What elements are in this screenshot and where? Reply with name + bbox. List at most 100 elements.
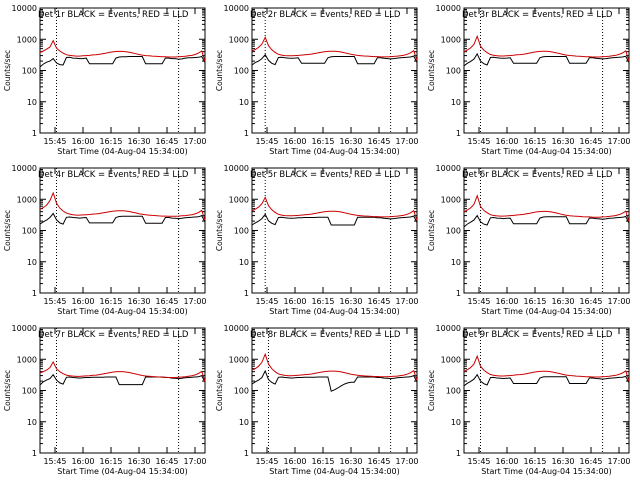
x-tick-label: 17:00 [607,297,630,306]
plot-frame [463,327,630,454]
series-lld-line [251,196,418,221]
chart-title: Det 2r BLACK = Events, RED = LLD [250,10,401,20]
y-tick-label: 10000 [436,164,461,173]
y-tick-label: 1000 [441,35,461,44]
x-axis-label: Start Time (04-Aug-04 15:34:00) [481,147,612,156]
x-tick-label: 16:15 [311,297,334,306]
x-tick-label: 16:15 [523,457,546,466]
y-axis-label: Counts/sec [215,210,224,251]
x-tick-label: 16:15 [311,137,334,146]
y-tick-label: 100 [22,67,37,76]
y-axis-label: Counts/sec [427,370,436,411]
series-lld-line [463,194,630,222]
series-events-line [463,373,630,387]
x-tick-label: 16:30 [551,457,574,466]
y-tick-label: 10000 [224,324,249,333]
x-tick-label: 16:45 [367,297,390,306]
x-tick-label: 17:00 [183,297,206,306]
y-tick-label: 1000 [229,35,249,44]
x-tick-label: 16:15 [523,297,546,306]
y-tick-label: 1000 [17,355,37,364]
y-tick-label: 100 [446,387,461,396]
series-lld-line [39,360,206,382]
y-tick-label: 10 [239,418,249,427]
plot-frame [251,327,418,454]
chart-title: Det 4r BLACK = Events, RED = LLD [38,170,189,180]
y-tick-label: 100 [234,387,249,396]
x-tick-label: 16:00 [495,297,518,306]
y-tick-label: 100 [446,67,461,76]
panel-det-5: 1 10 100 1000 10000 15:45 16:00 16:15 16:30 16:45… [215,164,419,316]
panel-det-8: 1 10 100 1000 10000 15:45 16:00 16:15 16:30 16:45… [215,324,419,476]
y-tick-label: 10000 [224,4,249,13]
plot-frame [463,7,630,134]
x-axis-label: Start Time (04-Aug-04 15:34:00) [269,147,400,156]
y-tick-label: 100 [22,387,37,396]
series-lld-line [39,39,206,62]
x-tick-label: 16:00 [283,297,306,306]
y-tick-label: 1000 [229,195,249,204]
y-tick-label: 1000 [441,355,461,364]
panel-det-7: 1 10 100 1000 10000 15:45 16:00 16:15 16:30 16:45… [3,324,207,476]
x-tick-label: 17:00 [183,457,206,466]
x-tick-label: 16:30 [127,457,150,466]
x-tick-label: 16:30 [339,137,362,146]
x-tick-label: 16:00 [71,137,94,146]
series-events-line [39,373,206,386]
panel-det-2: 1 10 100 1000 10000 15:45 16:00 16:15 16:30 16:45… [215,4,419,156]
x-axis-label: Start Time (04-Aug-04 15:34:00) [57,307,188,316]
panel-det-6: 1 10 100 1000 10000 15:45 16:00 16:15 16:30 16:45… [427,164,631,316]
y-axis-label: Counts/sec [215,50,224,91]
series-events-line [251,53,418,66]
plot-frame [251,167,418,294]
y-tick-label: 100 [446,227,461,236]
x-tick-label: 17:00 [183,137,206,146]
x-tick-label: 16:45 [155,297,178,306]
y-tick-label: 100 [234,67,249,76]
x-tick-label: 16:00 [283,457,306,466]
y-tick-label: 1000 [17,35,37,44]
x-tick-label: 16:00 [71,457,94,466]
x-tick-label: 15:45 [43,297,66,306]
plot-frame [39,167,206,294]
plot-frame [39,7,206,134]
x-tick-label: 16:45 [155,137,178,146]
x-tick-label: 16:15 [99,137,122,146]
chart-title: Det 5r BLACK = Events, RED = LLD [250,170,401,180]
series-lld-line [39,191,206,221]
x-tick-label: 16:00 [495,457,518,466]
y-tick-label: 1000 [229,355,249,364]
chart-title: Det 7r BLACK = Events, RED = LLD [38,330,189,340]
x-tick-label: 15:45 [43,457,66,466]
y-tick-label: 1 [244,289,249,298]
y-tick-label: 10 [239,98,249,107]
y-tick-label: 1 [456,289,461,298]
y-tick-label: 1 [32,129,37,138]
x-tick-label: 16:45 [579,297,602,306]
y-axis-label: Counts/sec [215,370,224,411]
y-tick-label: 1 [32,449,37,458]
x-tick-label: 16:15 [523,137,546,146]
x-tick-label: 15:45 [255,137,278,146]
x-tick-label: 15:45 [467,297,490,306]
x-tick-label: 17:00 [607,457,630,466]
x-tick-label: 15:45 [255,297,278,306]
x-tick-label: 16:15 [99,457,122,466]
x-axis-label: Start Time (04-Aug-04 15:34:00) [269,307,400,316]
y-axis-label: Counts/sec [3,370,12,411]
x-tick-label: 16:30 [339,457,362,466]
y-tick-label: 10000 [12,164,37,173]
y-axis-label: Counts/sec [3,50,12,91]
y-tick-label: 1000 [17,195,37,204]
series-events-line [39,55,206,68]
chart-title: Det 6r BLACK = Events, RED = LLD [462,170,613,180]
x-tick-label: 15:45 [467,137,490,146]
y-tick-label: 1000 [441,195,461,204]
y-tick-label: 10 [27,418,37,427]
x-tick-label: 17:00 [395,137,418,146]
y-tick-label: 100 [22,227,37,236]
y-tick-label: 1 [244,449,249,458]
x-tick-label: 15:45 [467,457,490,466]
series-lld-line [463,34,630,61]
